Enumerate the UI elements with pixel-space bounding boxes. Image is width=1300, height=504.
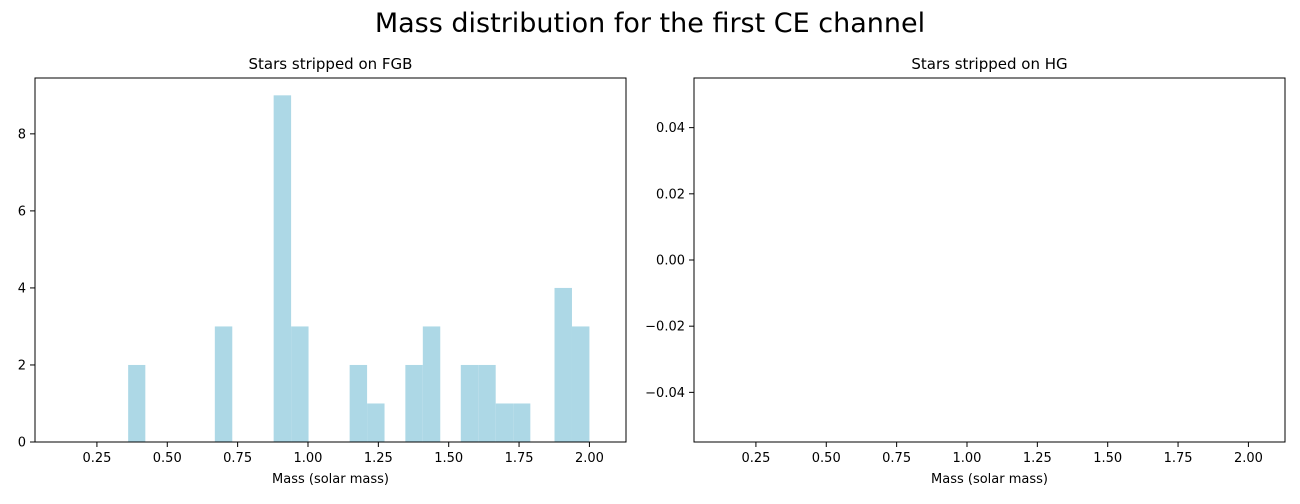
x-axis-label: Mass (solar mass) — [272, 472, 389, 487]
x-tick-label: 2.00 — [1234, 451, 1263, 466]
histogram-bar — [405, 364, 423, 442]
x-tick-label: 0.75 — [882, 451, 911, 466]
x-tick-label: 2.00 — [575, 451, 604, 466]
panel-title: Stars stripped on HG — [911, 55, 1067, 73]
y-tick-label: 4 — [18, 281, 26, 296]
x-tick-label: 1.25 — [1023, 451, 1052, 466]
y-tick-label: 0.02 — [656, 187, 685, 202]
y-tick-label: 0 — [18, 436, 26, 451]
y-tick-label: 6 — [18, 204, 26, 219]
x-tick-label: 1.75 — [505, 451, 534, 466]
right-histogram-panel: 0.25 0.50 0.75 1.00 1.25 1.50 1.75 2.00 −0.04 −0.… — [645, 55, 1286, 487]
histogram-bar — [349, 364, 368, 442]
x-tick-label: 0.75 — [223, 451, 252, 466]
x-tick-label: 1.75 — [1164, 451, 1193, 466]
histogram-bar — [128, 364, 146, 442]
histogram-bar — [478, 364, 496, 442]
histogram-bar — [273, 95, 292, 442]
x-tick-label: 0.25 — [82, 451, 111, 466]
y-tick-label: 2 — [18, 358, 26, 373]
histogram-bar — [422, 326, 441, 442]
x-tick-label: 0.50 — [812, 451, 841, 466]
histogram-bar — [571, 326, 590, 442]
histogram-bar — [513, 403, 531, 442]
left-histogram-panel: 0.25 0.50 0.75 1.00 1.25 1.50 1.75 2.00 0 2 4 6 8 Sta… — [18, 55, 627, 487]
histogram-bar — [554, 287, 572, 442]
histogram-bar — [214, 326, 233, 442]
y-tick-label: 8 — [18, 127, 26, 142]
histogram-bar — [291, 326, 309, 442]
y-tick-label: 0.00 — [656, 254, 685, 269]
x-axis-label: Mass (solar mass) — [931, 472, 1048, 487]
axes-frame — [693, 77, 1286, 443]
x-tick-label: 1.25 — [364, 451, 393, 466]
panel-title: Stars stripped on FGB — [249, 55, 413, 73]
axes-frame — [34, 77, 627, 443]
x-tick-label: 1.50 — [1093, 451, 1122, 466]
y-tick-label: 0.04 — [656, 121, 685, 136]
figure-title: Mass distribution for the first CE chann… — [375, 8, 925, 39]
histogram-bar — [367, 403, 385, 442]
x-tick-label: 1.00 — [953, 451, 982, 466]
y-tick-label: −0.04 — [645, 386, 685, 401]
x-tick-label: 0.25 — [741, 451, 770, 466]
x-tick-label: 1.00 — [294, 451, 323, 466]
histogram-bar — [495, 403, 514, 442]
y-tick-label: −0.02 — [645, 320, 685, 335]
x-tick-label: 1.50 — [434, 451, 463, 466]
histogram-bar — [460, 364, 479, 442]
x-tick-label: 0.50 — [153, 451, 182, 466]
